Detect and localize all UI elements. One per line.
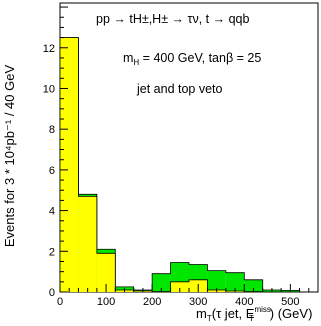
histogram-bar-1-8: [207, 270, 226, 292]
x-tick-label-200: 200: [143, 296, 161, 308]
y-tick-label-12: 12: [43, 43, 55, 55]
histogram-bar-1-5: [152, 273, 171, 292]
annotation-cuts: jet and top veto: [136, 82, 223, 96]
x-tick-label-400: 400: [235, 296, 253, 308]
histogram-bar-0-1: [78, 196, 97, 292]
y-axis-title: Events for 3 * 10⁴pb⁻¹ / 40 GeV: [2, 65, 17, 248]
x-tick-label-0: 0: [57, 296, 63, 308]
y-axis-ticks: 0 2 4 6 8 10 12: [43, 6, 68, 299]
x-tick-label-300: 300: [189, 296, 207, 308]
x-axis-ticks: 0 100 200 300 400 500: [57, 284, 319, 308]
y-tick-label-2: 2: [49, 246, 55, 258]
y-tick-label-0: 0: [49, 287, 55, 299]
annotation-process: pp → tH±,H± → τν, t → qqb: [96, 12, 249, 26]
x-tick-label-500: 500: [281, 296, 299, 308]
histogram-outline-0: [59, 37, 318, 293]
histogram-bar-0-6: [170, 281, 189, 292]
histogram-bar-0-0: [60, 37, 79, 293]
y-tick-label-6: 6: [49, 165, 55, 177]
y-tick-label-10: 10: [43, 83, 55, 95]
histogram-bar-1-10: [244, 279, 263, 292]
x-axis-title: mT(τ jet, Emiss T) (GeV): [196, 305, 312, 323]
x-tick-label-100: 100: [97, 296, 115, 308]
y-tick-label-4: 4: [49, 206, 55, 218]
annotation-params: mH = 400 GeV, tanβ = 25: [123, 51, 261, 67]
y-tick-label-8: 8: [49, 124, 55, 136]
histogram-bar-0-2: [96, 253, 116, 292]
histogram-bar-1-9: [225, 272, 245, 292]
plot-frame: [59, 2, 319, 293]
